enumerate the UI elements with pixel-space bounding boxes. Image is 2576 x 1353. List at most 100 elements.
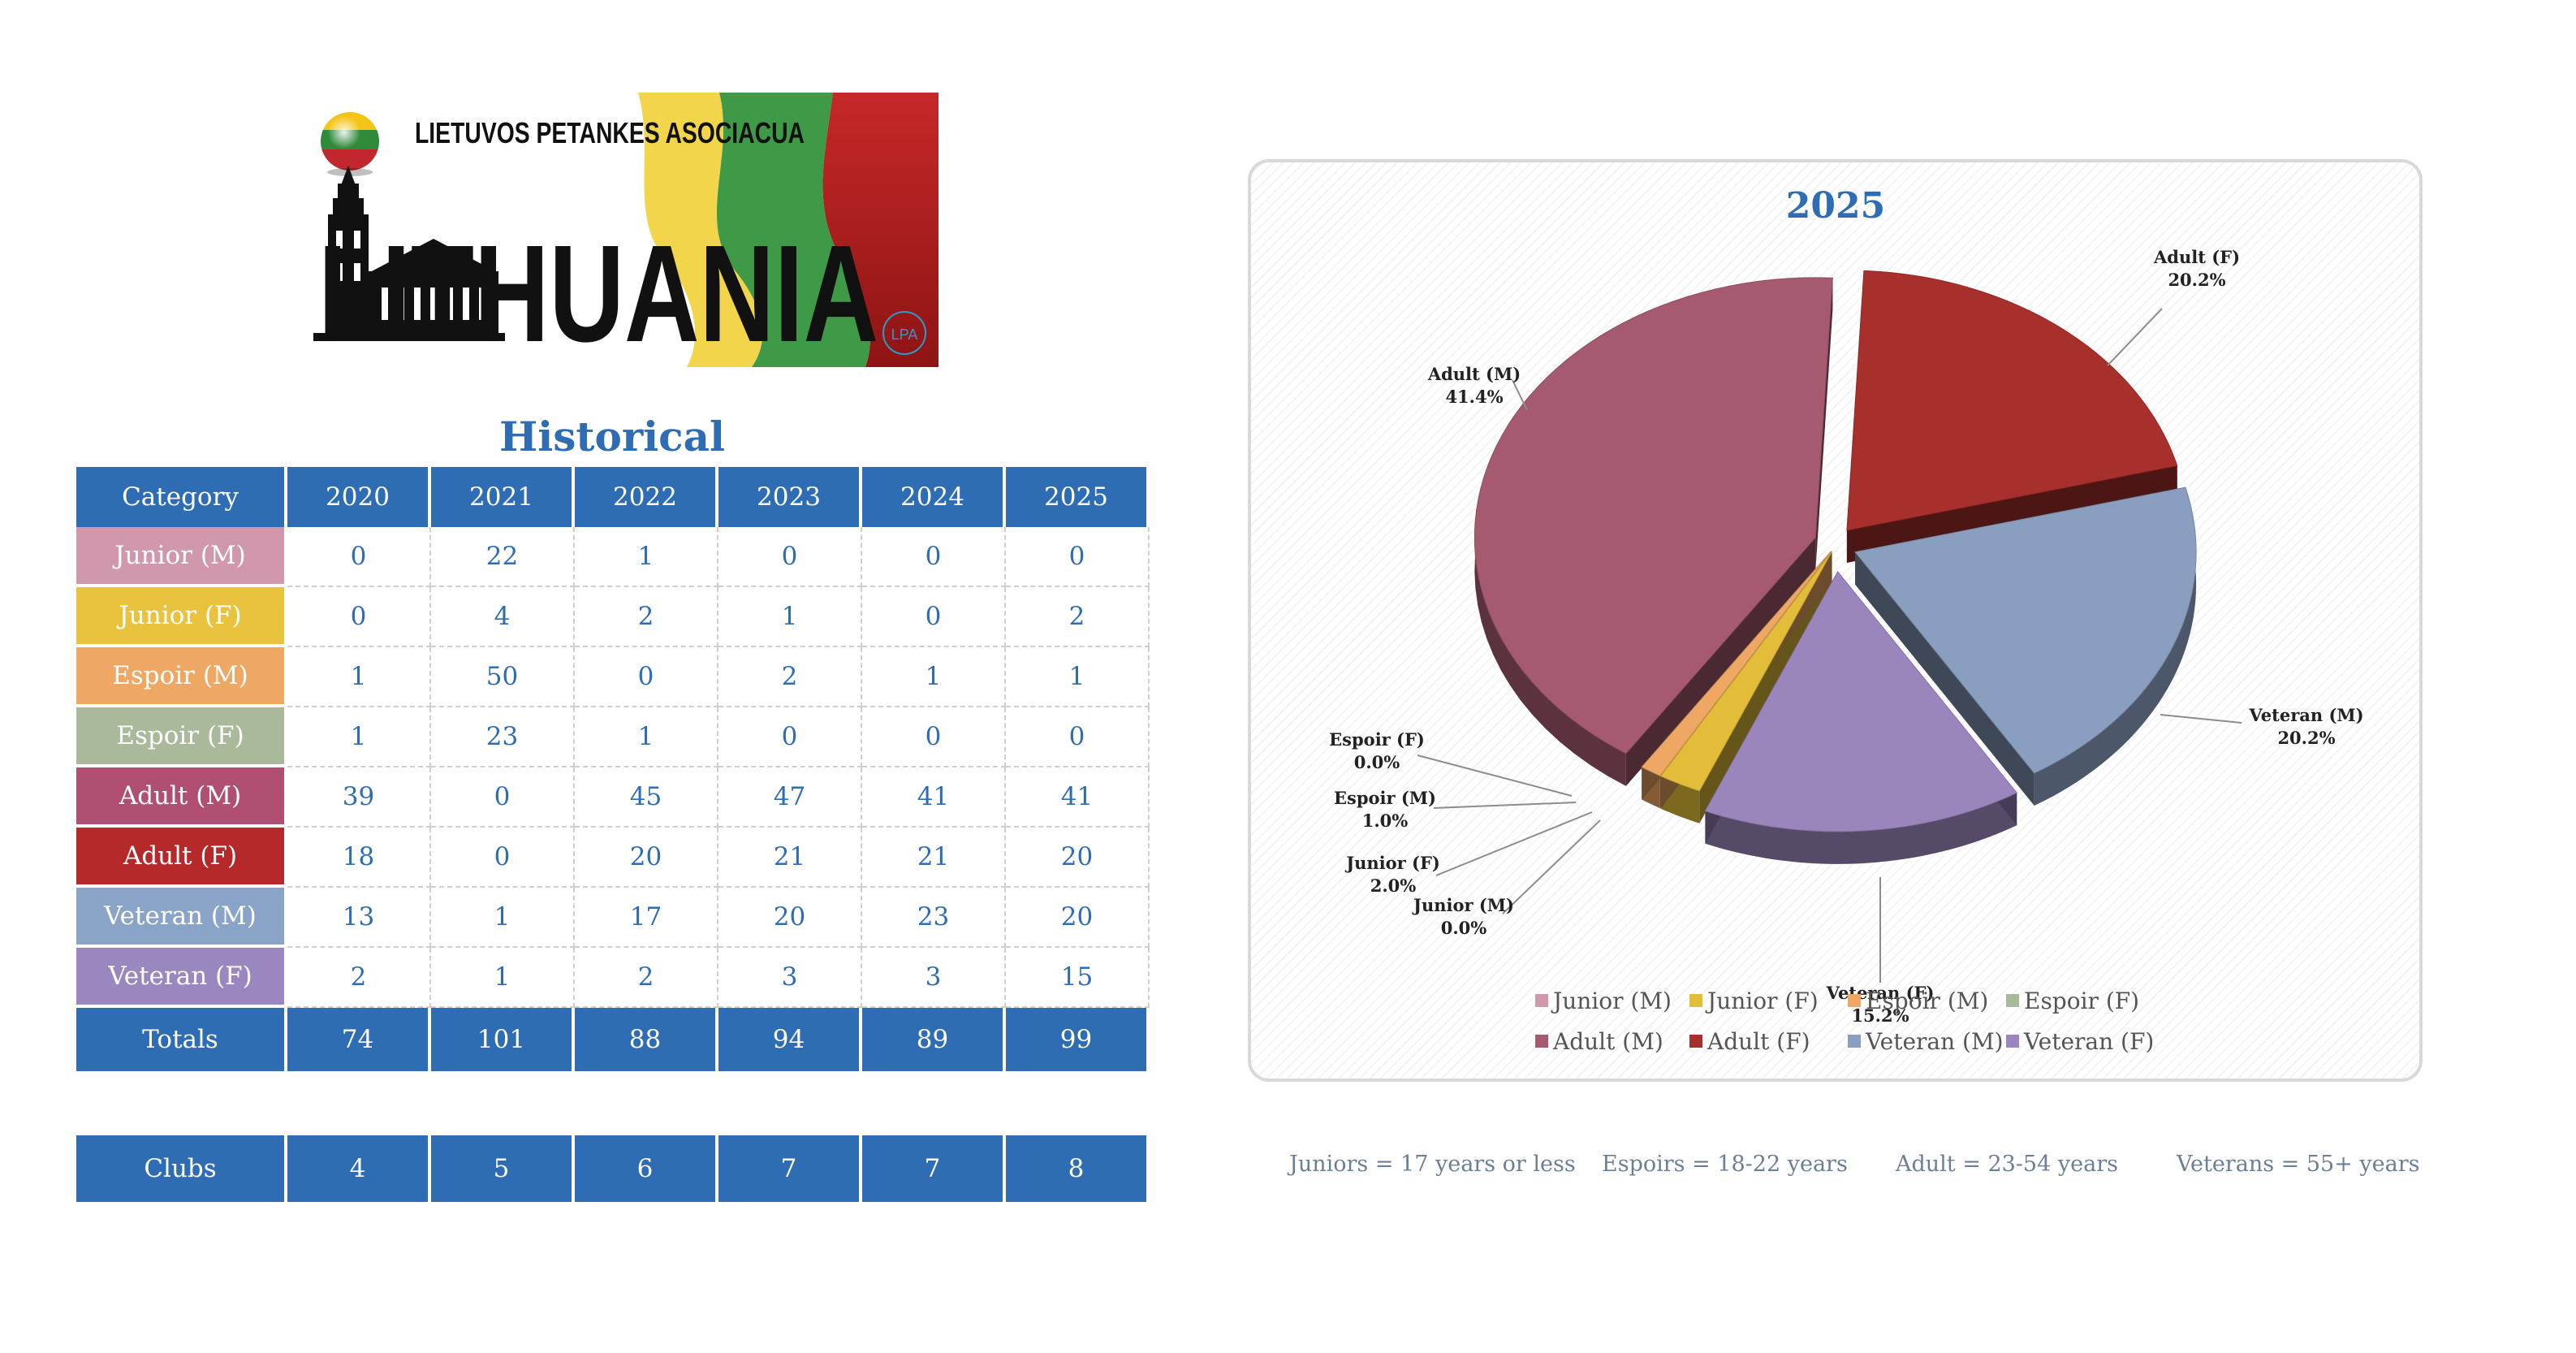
value-cell: 2 xyxy=(1006,587,1150,647)
value-cell: 23 xyxy=(862,888,1006,948)
pie-slice-name-label: Junior (F) xyxy=(1344,853,1440,873)
value-cell: 1 xyxy=(575,527,718,587)
value-cell: 47 xyxy=(718,767,862,828)
value-cell: 0 xyxy=(431,767,575,828)
legend-swatch xyxy=(1689,1035,1702,1048)
table-header-row: Category 2020 2021 2022 2023 2024 2025 xyxy=(76,467,1150,527)
value-cell: 20 xyxy=(1006,828,1150,888)
category-cell: Adult (M) xyxy=(76,767,287,828)
header-year: 2025 xyxy=(1006,467,1150,527)
legend-swatch xyxy=(1535,1035,1548,1048)
value-cell: 20 xyxy=(575,828,718,888)
value-cell: 0 xyxy=(287,587,431,647)
pie-slice-name-label: Junior (M) xyxy=(1412,895,1514,915)
pie-slice-side xyxy=(1705,793,2017,864)
historical-table: Category 2020 2021 2022 2023 2024 2025 J… xyxy=(76,467,1150,1071)
header-year: 2021 xyxy=(431,467,575,527)
value-cell: 1 xyxy=(287,707,431,767)
table-row: Veteran (M) 13 1 17 20 23 20 xyxy=(76,888,1150,948)
value-cell: 1 xyxy=(575,707,718,767)
table-row: Adult (F) 18 0 20 21 21 20 xyxy=(76,828,1150,888)
pie-leader-line xyxy=(2107,308,2163,366)
pie-slice-name-label: Veteran (M) xyxy=(2248,705,2363,725)
clubs-value: 6 xyxy=(575,1135,718,1202)
pie-slice-name-label: Veteran (F) xyxy=(1826,983,1935,1003)
value-cell: 0 xyxy=(287,527,431,587)
value-cell: 15 xyxy=(1006,948,1150,1008)
totals-value: 101 xyxy=(431,1008,575,1071)
totals-row: Totals 74 101 88 94 89 99 xyxy=(76,1008,1150,1071)
category-cell: Veteran (F) xyxy=(76,948,287,1008)
value-cell: 2 xyxy=(287,948,431,1008)
category-cell: Espoir (M) xyxy=(76,647,287,707)
legend-entry: Adult (F) xyxy=(1707,1028,1810,1055)
pie-leader-line xyxy=(1435,811,1593,876)
value-cell: 0 xyxy=(862,587,1006,647)
legend-swatch xyxy=(2006,994,2019,1007)
pie-slice-percent-label: 41.4% xyxy=(1445,387,1503,407)
value-cell: 1 xyxy=(718,587,862,647)
note-adult: Adult = 23-54 years xyxy=(1896,1152,2118,1177)
value-cell: 0 xyxy=(862,527,1006,587)
legend-entry: Adult (M) xyxy=(1552,1028,1663,1055)
pie-slice-name-label: Espoir (M) xyxy=(1334,788,1436,808)
value-cell: 22 xyxy=(431,527,575,587)
cathedral-icon xyxy=(313,166,505,341)
category-cell: Espoir (F) xyxy=(76,707,287,767)
pie-slice xyxy=(1846,270,2178,531)
note-juniors: Juniors = 17 years or less xyxy=(1289,1152,1576,1177)
legend-swatch xyxy=(1848,994,1861,1007)
pie-slice xyxy=(1704,571,2017,832)
legend-entry: Veteran (M) xyxy=(1865,1028,2004,1055)
pie-slice-name-label: Adult (F) xyxy=(2153,247,2240,267)
pie-slice-percent-label: 0.0% xyxy=(1441,918,1487,938)
value-cell: 17 xyxy=(575,888,718,948)
value-cell: 1 xyxy=(862,647,1006,707)
table-row: Espoir (M) 1 50 0 2 1 1 xyxy=(76,647,1150,707)
clubs-value: 7 xyxy=(718,1135,862,1202)
legend-entry: Espoir (M) xyxy=(1866,988,1988,1014)
clubs-value: 4 xyxy=(287,1135,431,1202)
value-cell: 20 xyxy=(1006,888,1150,948)
value-cell: 0 xyxy=(718,707,862,767)
pie-chart-panel: 2025 Junior (M) 0.0% Junior (F) 2.0% Espoir … xyxy=(1248,159,2423,1082)
clubs-value: 5 xyxy=(431,1135,575,1202)
totals-value: 88 xyxy=(575,1008,718,1071)
value-cell: 1 xyxy=(287,647,431,707)
pie-slice xyxy=(1659,551,1832,792)
legend-entry: Junior (M) xyxy=(1551,988,1672,1014)
totals-value: 99 xyxy=(1006,1008,1150,1071)
pie-slice xyxy=(1641,551,1832,776)
value-cell: 0 xyxy=(575,647,718,707)
note-espoirs: Espoirs = 18-22 years xyxy=(1602,1152,1848,1177)
legend-swatch xyxy=(2006,1035,2019,1048)
value-cell: 0 xyxy=(862,707,1006,767)
pie-slice-percent-label: 15.2% xyxy=(1851,1005,1909,1026)
value-cell: 23 xyxy=(431,707,575,767)
header-year: 2024 xyxy=(862,467,1006,527)
table-row: Espoir (F) 1 23 1 0 0 0 xyxy=(76,707,1150,767)
clubs-value: 7 xyxy=(862,1135,1006,1202)
legend-entry: Veteran (F) xyxy=(2023,1028,2154,1055)
value-cell: 1 xyxy=(431,948,575,1008)
clubs-label: Clubs xyxy=(76,1135,287,1202)
category-cell: Junior (F) xyxy=(76,587,287,647)
value-cell: 13 xyxy=(287,888,431,948)
value-cell: 0 xyxy=(1006,707,1150,767)
value-cell: 20 xyxy=(718,888,862,948)
pie-slice-percent-label: 1.0% xyxy=(1362,811,1409,831)
value-cell: 45 xyxy=(575,767,718,828)
pie-leader-line xyxy=(1512,379,1528,411)
header-year: 2022 xyxy=(575,467,718,527)
pie-leader-line xyxy=(1417,754,1573,797)
value-cell: 0 xyxy=(431,828,575,888)
value-cell: 41 xyxy=(862,767,1006,828)
totals-value: 89 xyxy=(862,1008,1006,1071)
table-row: Junior (M) 0 22 1 0 0 0 xyxy=(76,527,1150,587)
logo-badge: LPA xyxy=(891,326,918,343)
clubs-row: Clubs 4 5 6 7 7 8 xyxy=(76,1135,1150,1202)
category-cell: Adult (F) xyxy=(76,828,287,888)
totals-value: 74 xyxy=(287,1008,431,1071)
pie-slice-percent-label: 2.0% xyxy=(1370,875,1417,896)
pie-slice-edge xyxy=(1815,278,1833,570)
